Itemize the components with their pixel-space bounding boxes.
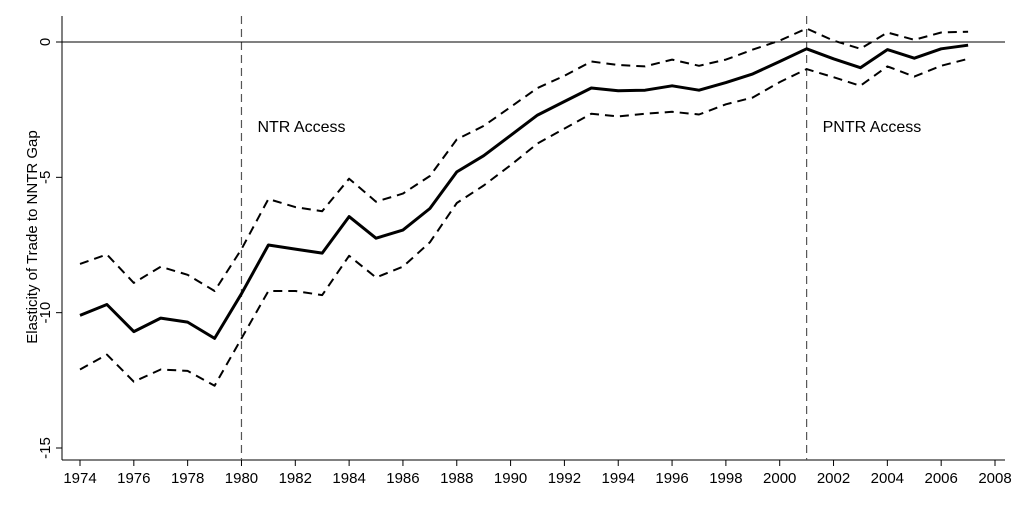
x-tick-label: 1980 (225, 470, 258, 487)
y-tick-label: 0 (37, 38, 54, 46)
y-tick-label: -15 (37, 437, 54, 459)
annotations: NTR Access PNTR Access (257, 119, 921, 136)
x-tick-label: 1984 (332, 470, 365, 487)
reference-line-label: NTR Access (257, 119, 345, 136)
x-tick-label: 2006 (924, 470, 957, 487)
upper-ci-line (79, 27, 969, 292)
y-axis-title: Elasticity of Trade to NNTR Gap (24, 130, 41, 343)
x-tick-label: 1990 (494, 470, 527, 487)
x-tick-label: 1978 (171, 470, 204, 487)
x-tick-label: 1986 (386, 470, 419, 487)
x-tick-label: 1988 (440, 470, 473, 487)
tick-labels: 1974 1976 1978 1980 1982 1984 1986 1988 1990 1992… (37, 38, 1012, 487)
x-tick-label: 1992 (548, 470, 581, 487)
reference-lines (240, 16, 808, 460)
x-tick-label: 2000 (763, 470, 796, 487)
y-tick-label: -10 (37, 302, 54, 324)
x-tick-label: 2008 (978, 470, 1011, 487)
x-tick-label: 2002 (817, 470, 850, 487)
estimate-line (79, 43, 969, 340)
x-tick-label: 1998 (709, 470, 742, 487)
x-tick-label: 1976 (117, 470, 150, 487)
axes (56, 16, 1005, 466)
reference-line-label: PNTR Access (823, 119, 922, 136)
x-tick-label: 1994 (602, 470, 635, 487)
lower-ci-line (79, 57, 969, 387)
x-tick-label: 2004 (871, 470, 904, 487)
y-tick-label: -5 (37, 171, 54, 184)
series-lines (79, 27, 969, 387)
x-tick-label: 1996 (655, 470, 688, 487)
x-tick-label: 1982 (279, 470, 312, 487)
x-tick-label: 1974 (63, 470, 96, 487)
